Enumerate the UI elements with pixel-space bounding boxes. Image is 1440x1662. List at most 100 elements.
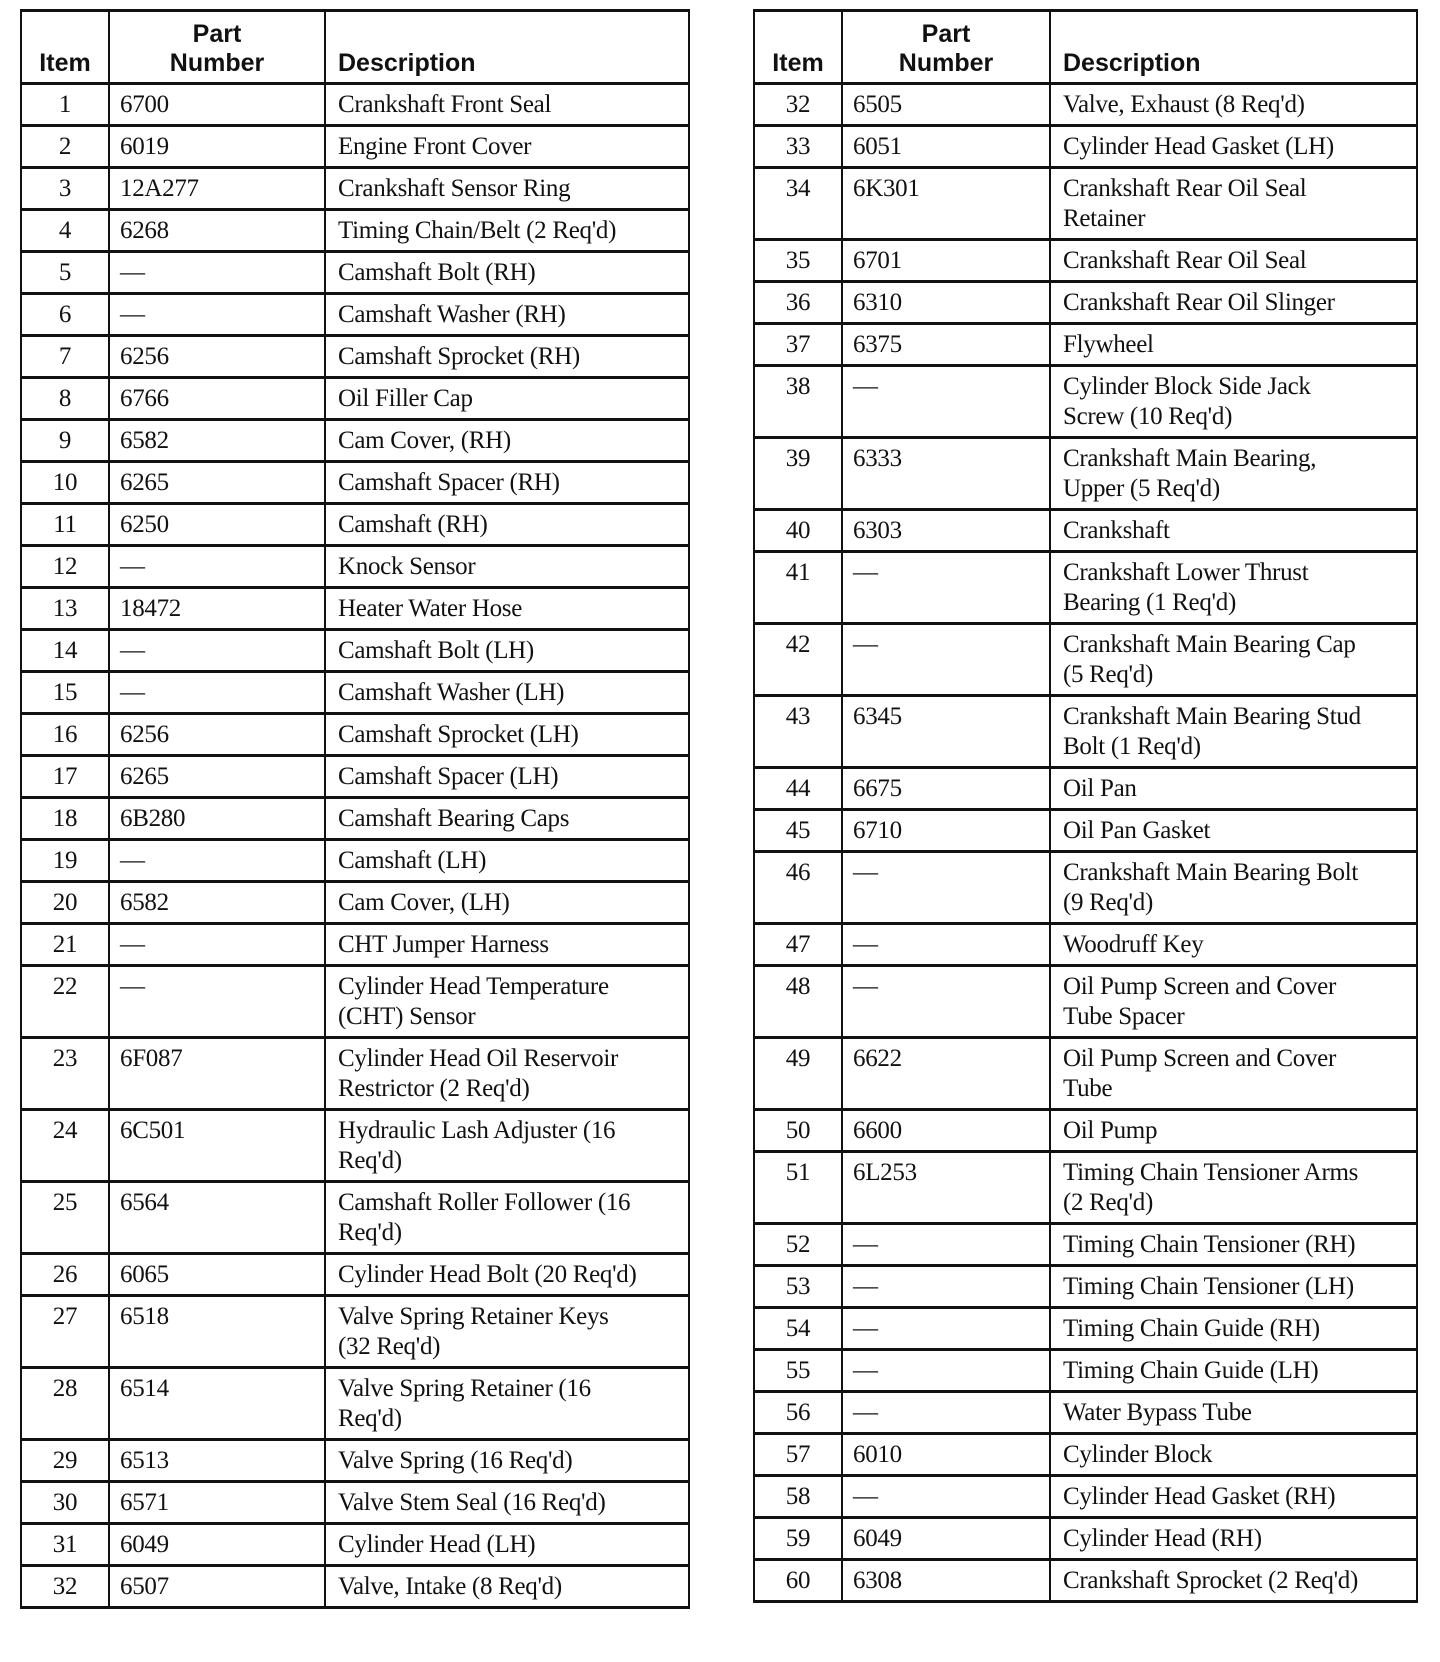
item-cell: 32 xyxy=(753,82,843,127)
table-row: 28 6514 Valve Spring Retainer (16 Req'd) xyxy=(20,1366,690,1441)
description-cell: Cylinder Head Oil Reservoir Restrictor (… xyxy=(324,1036,690,1111)
item-cell: 38 xyxy=(753,364,843,439)
item-cell: 2 xyxy=(20,124,110,169)
parts-table-right: Item Part Number Description 32 6505 Valve… xyxy=(753,9,1418,1603)
item-cell: 57 xyxy=(753,1432,843,1477)
description-cell: Crankshaft Front Seal xyxy=(324,82,690,127)
description-cell: Knock Sensor xyxy=(324,544,690,589)
header-row: Item Part Number Description xyxy=(20,9,690,85)
table-row: 26 6065 Cylinder Head Bolt (20 Req'd) xyxy=(20,1252,690,1297)
part-number-cell: 6507 xyxy=(108,1564,326,1609)
header-row: Item Part Number Description xyxy=(753,9,1418,85)
description-cell: Camshaft (LH) xyxy=(324,838,690,883)
table-row: 19— Camshaft (LH) xyxy=(20,838,690,883)
part-number-cell: 6250 xyxy=(108,502,326,547)
item-cell: 6 xyxy=(20,292,110,337)
header-description: Description xyxy=(324,9,690,85)
part-number-cell: — xyxy=(841,1264,1051,1309)
description-cell: Cylinder Block xyxy=(1049,1432,1418,1477)
description-cell: Camshaft Sprocket (LH) xyxy=(324,712,690,757)
description-cell: Water Bypass Tube xyxy=(1049,1390,1418,1435)
table-row: 36 6310 Crankshaft Rear Oil Slinger xyxy=(753,280,1418,325)
item-cell: 18 xyxy=(20,796,110,841)
part-number-cell: — xyxy=(841,1222,1051,1267)
header-item: Item xyxy=(753,9,843,85)
header-part-number: Part Number xyxy=(108,9,326,85)
part-number-cell: 6303 xyxy=(841,508,1051,553)
part-number-cell: 6345 xyxy=(841,694,1051,769)
item-cell: 23 xyxy=(20,1036,110,1111)
description-cell: Camshaft (RH) xyxy=(324,502,690,547)
item-cell: 29 xyxy=(20,1438,110,1483)
item-cell: 13 xyxy=(20,586,110,631)
description-cell: Valve Stem Seal (16 Req'd) xyxy=(324,1480,690,1525)
part-number-cell: — xyxy=(108,838,326,883)
table-row: 16 6256 Camshaft Sprocket (LH) xyxy=(20,712,690,757)
header-item: Item xyxy=(20,9,110,85)
table-row: 33 6051 Cylinder Head Gasket (LH) xyxy=(753,124,1418,169)
description-cell: Camshaft Washer (LH) xyxy=(324,670,690,715)
part-number-cell: — xyxy=(841,1348,1051,1393)
item-cell: 46 xyxy=(753,850,843,925)
description-cell: Cylinder Head (LH) xyxy=(324,1522,690,1567)
description-cell: CHT Jumper Harness xyxy=(324,922,690,967)
description-cell: Flywheel xyxy=(1049,322,1418,367)
item-cell: 30 xyxy=(20,1480,110,1525)
part-number-cell: — xyxy=(841,1306,1051,1351)
part-number-cell: — xyxy=(841,964,1051,1039)
description-cell: Oil Pan xyxy=(1049,766,1418,811)
item-cell: 21 xyxy=(20,922,110,967)
table-row: 57 6010 Cylinder Block xyxy=(753,1432,1418,1477)
table-row: 37 6375 Flywheel xyxy=(753,322,1418,367)
item-cell: 25 xyxy=(20,1180,110,1255)
part-number-cell: 6571 xyxy=(108,1480,326,1525)
item-cell: 8 xyxy=(20,376,110,421)
item-cell: 5 xyxy=(20,250,110,295)
description-cell: Timing Chain Tensioner (LH) xyxy=(1049,1264,1418,1309)
description-cell: Crankshaft Sensor Ring xyxy=(324,166,690,211)
part-number-cell: 6582 xyxy=(108,418,326,463)
description-cell: Camshaft Roller Follower (16 Req'd) xyxy=(324,1180,690,1255)
table-row: 7 6256 Camshaft Sprocket (RH) xyxy=(20,334,690,379)
item-cell: 4 xyxy=(20,208,110,253)
description-cell: Cam Cover, (RH) xyxy=(324,418,690,463)
part-number-cell: 6766 xyxy=(108,376,326,421)
table-row: 46— Crankshaft Main Bearing Bolt (9 Req'd… xyxy=(753,850,1418,925)
part-number-cell: 6505 xyxy=(841,82,1051,127)
item-cell: 20 xyxy=(20,880,110,925)
item-cell: 14 xyxy=(20,628,110,673)
description-cell: Crankshaft Main Bearing Cap (5 Req'd) xyxy=(1049,622,1418,697)
item-cell: 28 xyxy=(20,1366,110,1441)
part-number-cell: 6513 xyxy=(108,1438,326,1483)
description-cell: Hydraulic Lash Adjuster (16 Req'd) xyxy=(324,1108,690,1183)
item-cell: 27 xyxy=(20,1294,110,1369)
item-cell: 1 xyxy=(20,82,110,127)
item-cell: 19 xyxy=(20,838,110,883)
part-number-cell: — xyxy=(841,850,1051,925)
item-cell: 12 xyxy=(20,544,110,589)
table-row: 23 6F087 Cylinder Head Oil Reservoir Restr… xyxy=(20,1036,690,1111)
table-row: 49 6622 Oil Pump Screen and Cover Tube xyxy=(753,1036,1418,1111)
part-number-cell: — xyxy=(108,628,326,673)
item-cell: 10 xyxy=(20,460,110,505)
table-row: 15— Camshaft Washer (LH) xyxy=(20,670,690,715)
item-cell: 56 xyxy=(753,1390,843,1435)
item-cell: 45 xyxy=(753,808,843,853)
description-cell: Crankshaft Main Bearing Stud Bolt (1 Req… xyxy=(1049,694,1418,769)
table-row: 17 6265 Camshaft Spacer (LH) xyxy=(20,754,690,799)
description-cell: Crankshaft Sprocket (2 Req'd) xyxy=(1049,1558,1418,1603)
description-cell: Cam Cover, (LH) xyxy=(324,880,690,925)
item-cell: 44 xyxy=(753,766,843,811)
table-row: 11 6250 Camshaft (RH) xyxy=(20,502,690,547)
table-row: 6— Camshaft Washer (RH) xyxy=(20,292,690,337)
table-row: 50 6600 Oil Pump xyxy=(753,1108,1418,1153)
description-cell: Camshaft Sprocket (RH) xyxy=(324,334,690,379)
table-row: 2 6019 Engine Front Cover xyxy=(20,124,690,169)
part-number-cell: 6518 xyxy=(108,1294,326,1369)
description-cell: Cylinder Head Gasket (RH) xyxy=(1049,1474,1418,1519)
description-cell: Oil Pump xyxy=(1049,1108,1418,1153)
description-cell: Crankshaft Lower Thrust Bearing (1 Req'd… xyxy=(1049,550,1418,625)
item-cell: 34 xyxy=(753,166,843,241)
table-row: 5— Camshaft Bolt (RH) xyxy=(20,250,690,295)
part-number-cell: 6308 xyxy=(841,1558,1051,1603)
